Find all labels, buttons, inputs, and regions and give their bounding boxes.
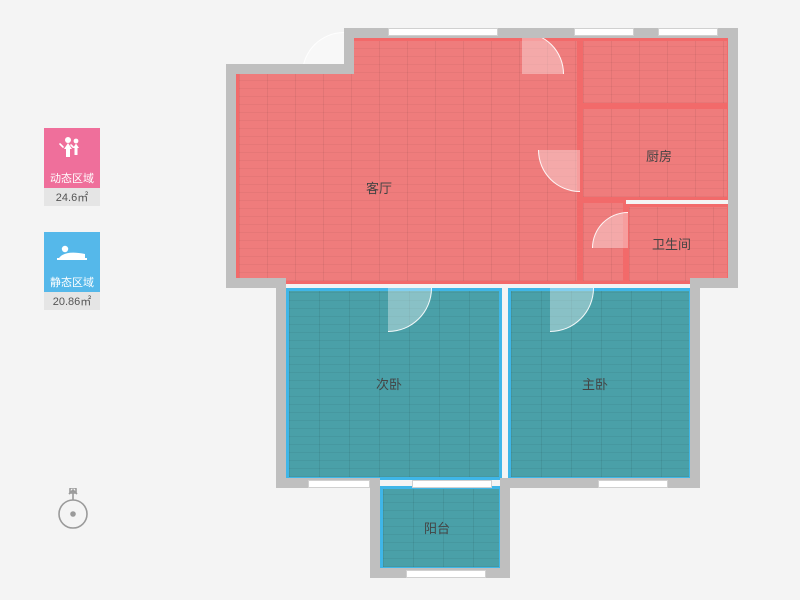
room-label-masterbed: 主卧 xyxy=(582,374,608,393)
room-living xyxy=(236,38,580,284)
window xyxy=(388,28,498,36)
room-fill xyxy=(580,38,730,106)
legend-value-dynamic: 24.6㎡ xyxy=(44,188,100,206)
legend-value-text: 24.6㎡ xyxy=(56,189,88,205)
window xyxy=(574,28,634,36)
room-label-kitchen: 厨房 xyxy=(646,146,672,165)
legend: 动态区域 24.6㎡ 静态区域 20.86㎡ xyxy=(44,128,100,336)
legend-label-dynamic: 动态区域 xyxy=(44,168,100,188)
people-icon xyxy=(44,128,100,168)
compass-icon xyxy=(55,488,91,532)
wall xyxy=(226,64,354,74)
window xyxy=(598,480,668,488)
legend-label-text: 动态区域 xyxy=(50,170,94,186)
legend-item-static: 静态区域 20.86㎡ xyxy=(44,232,100,310)
legend-label-text: 静态区域 xyxy=(50,274,94,290)
wall xyxy=(728,28,738,288)
wall xyxy=(226,64,236,288)
window xyxy=(308,480,370,488)
legend-label-static: 静态区域 xyxy=(44,272,100,292)
wall xyxy=(276,278,286,488)
floor-plan: 客厅 厨房卫生间次卧 主卧阳台 xyxy=(226,28,738,580)
window xyxy=(658,28,718,36)
wall xyxy=(690,278,700,488)
legend-value-text: 20.86㎡ xyxy=(53,293,92,309)
legend-value-static: 20.86㎡ xyxy=(44,292,100,310)
room-label-balcony: 阳台 xyxy=(424,518,450,537)
window xyxy=(412,480,492,488)
sleep-icon xyxy=(44,232,100,272)
wall xyxy=(370,478,380,578)
room-label-bath: 卫生间 xyxy=(652,234,691,253)
room-label-living: 客厅 xyxy=(366,178,392,197)
legend-item-dynamic: 动态区域 24.6㎡ xyxy=(44,128,100,206)
wall xyxy=(500,478,510,578)
room-label-2ndbed: 次卧 xyxy=(376,374,402,393)
window xyxy=(406,570,486,578)
